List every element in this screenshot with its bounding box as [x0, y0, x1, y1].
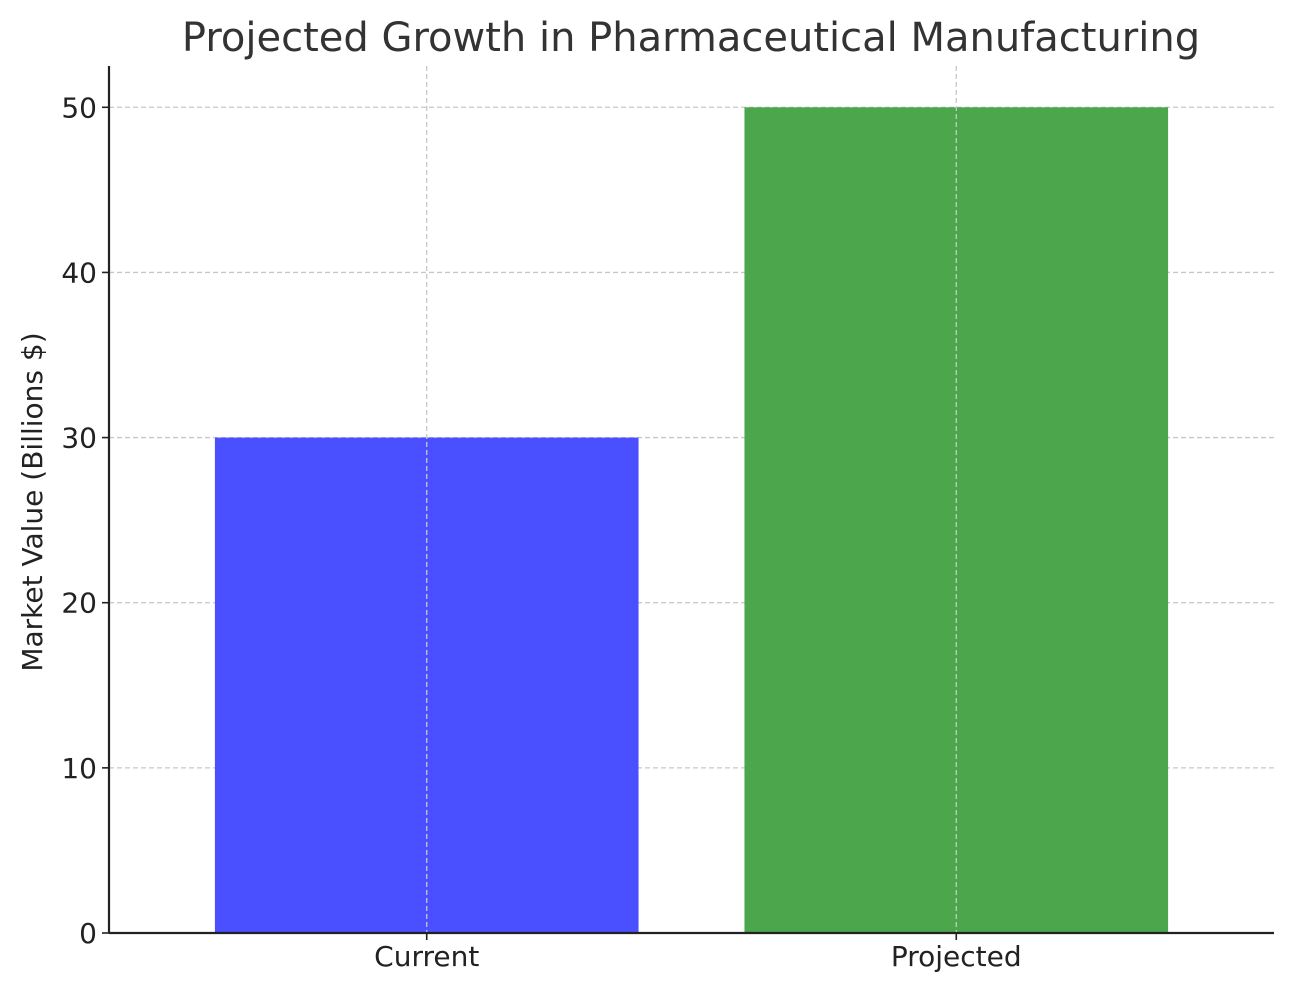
bar-projected — [744, 107, 1169, 934]
x-gridlines — [426, 66, 957, 933]
bars — [214, 107, 1169, 934]
y-tick-label: 20 — [61, 587, 97, 620]
y-tick-label: 50 — [61, 91, 97, 124]
axes — [107, 66, 1274, 935]
y-tick-label: 30 — [61, 422, 97, 455]
y-axis-label: Market Value (Billions $) — [16, 332, 49, 671]
y-tick-label: 10 — [61, 752, 97, 785]
y-tick-label: 0 — [79, 917, 97, 950]
chart-title: Projected Growth in Pharmaceutical Manuf… — [182, 15, 1200, 61]
y-tick-label: 40 — [61, 256, 97, 289]
x-tick-label: Projected — [891, 940, 1022, 973]
y-ticks: 0 10 20 30 40 50 — [61, 91, 109, 950]
x-ticks: Current Projected — [374, 933, 1022, 973]
x-tick-label: Current — [374, 940, 479, 973]
